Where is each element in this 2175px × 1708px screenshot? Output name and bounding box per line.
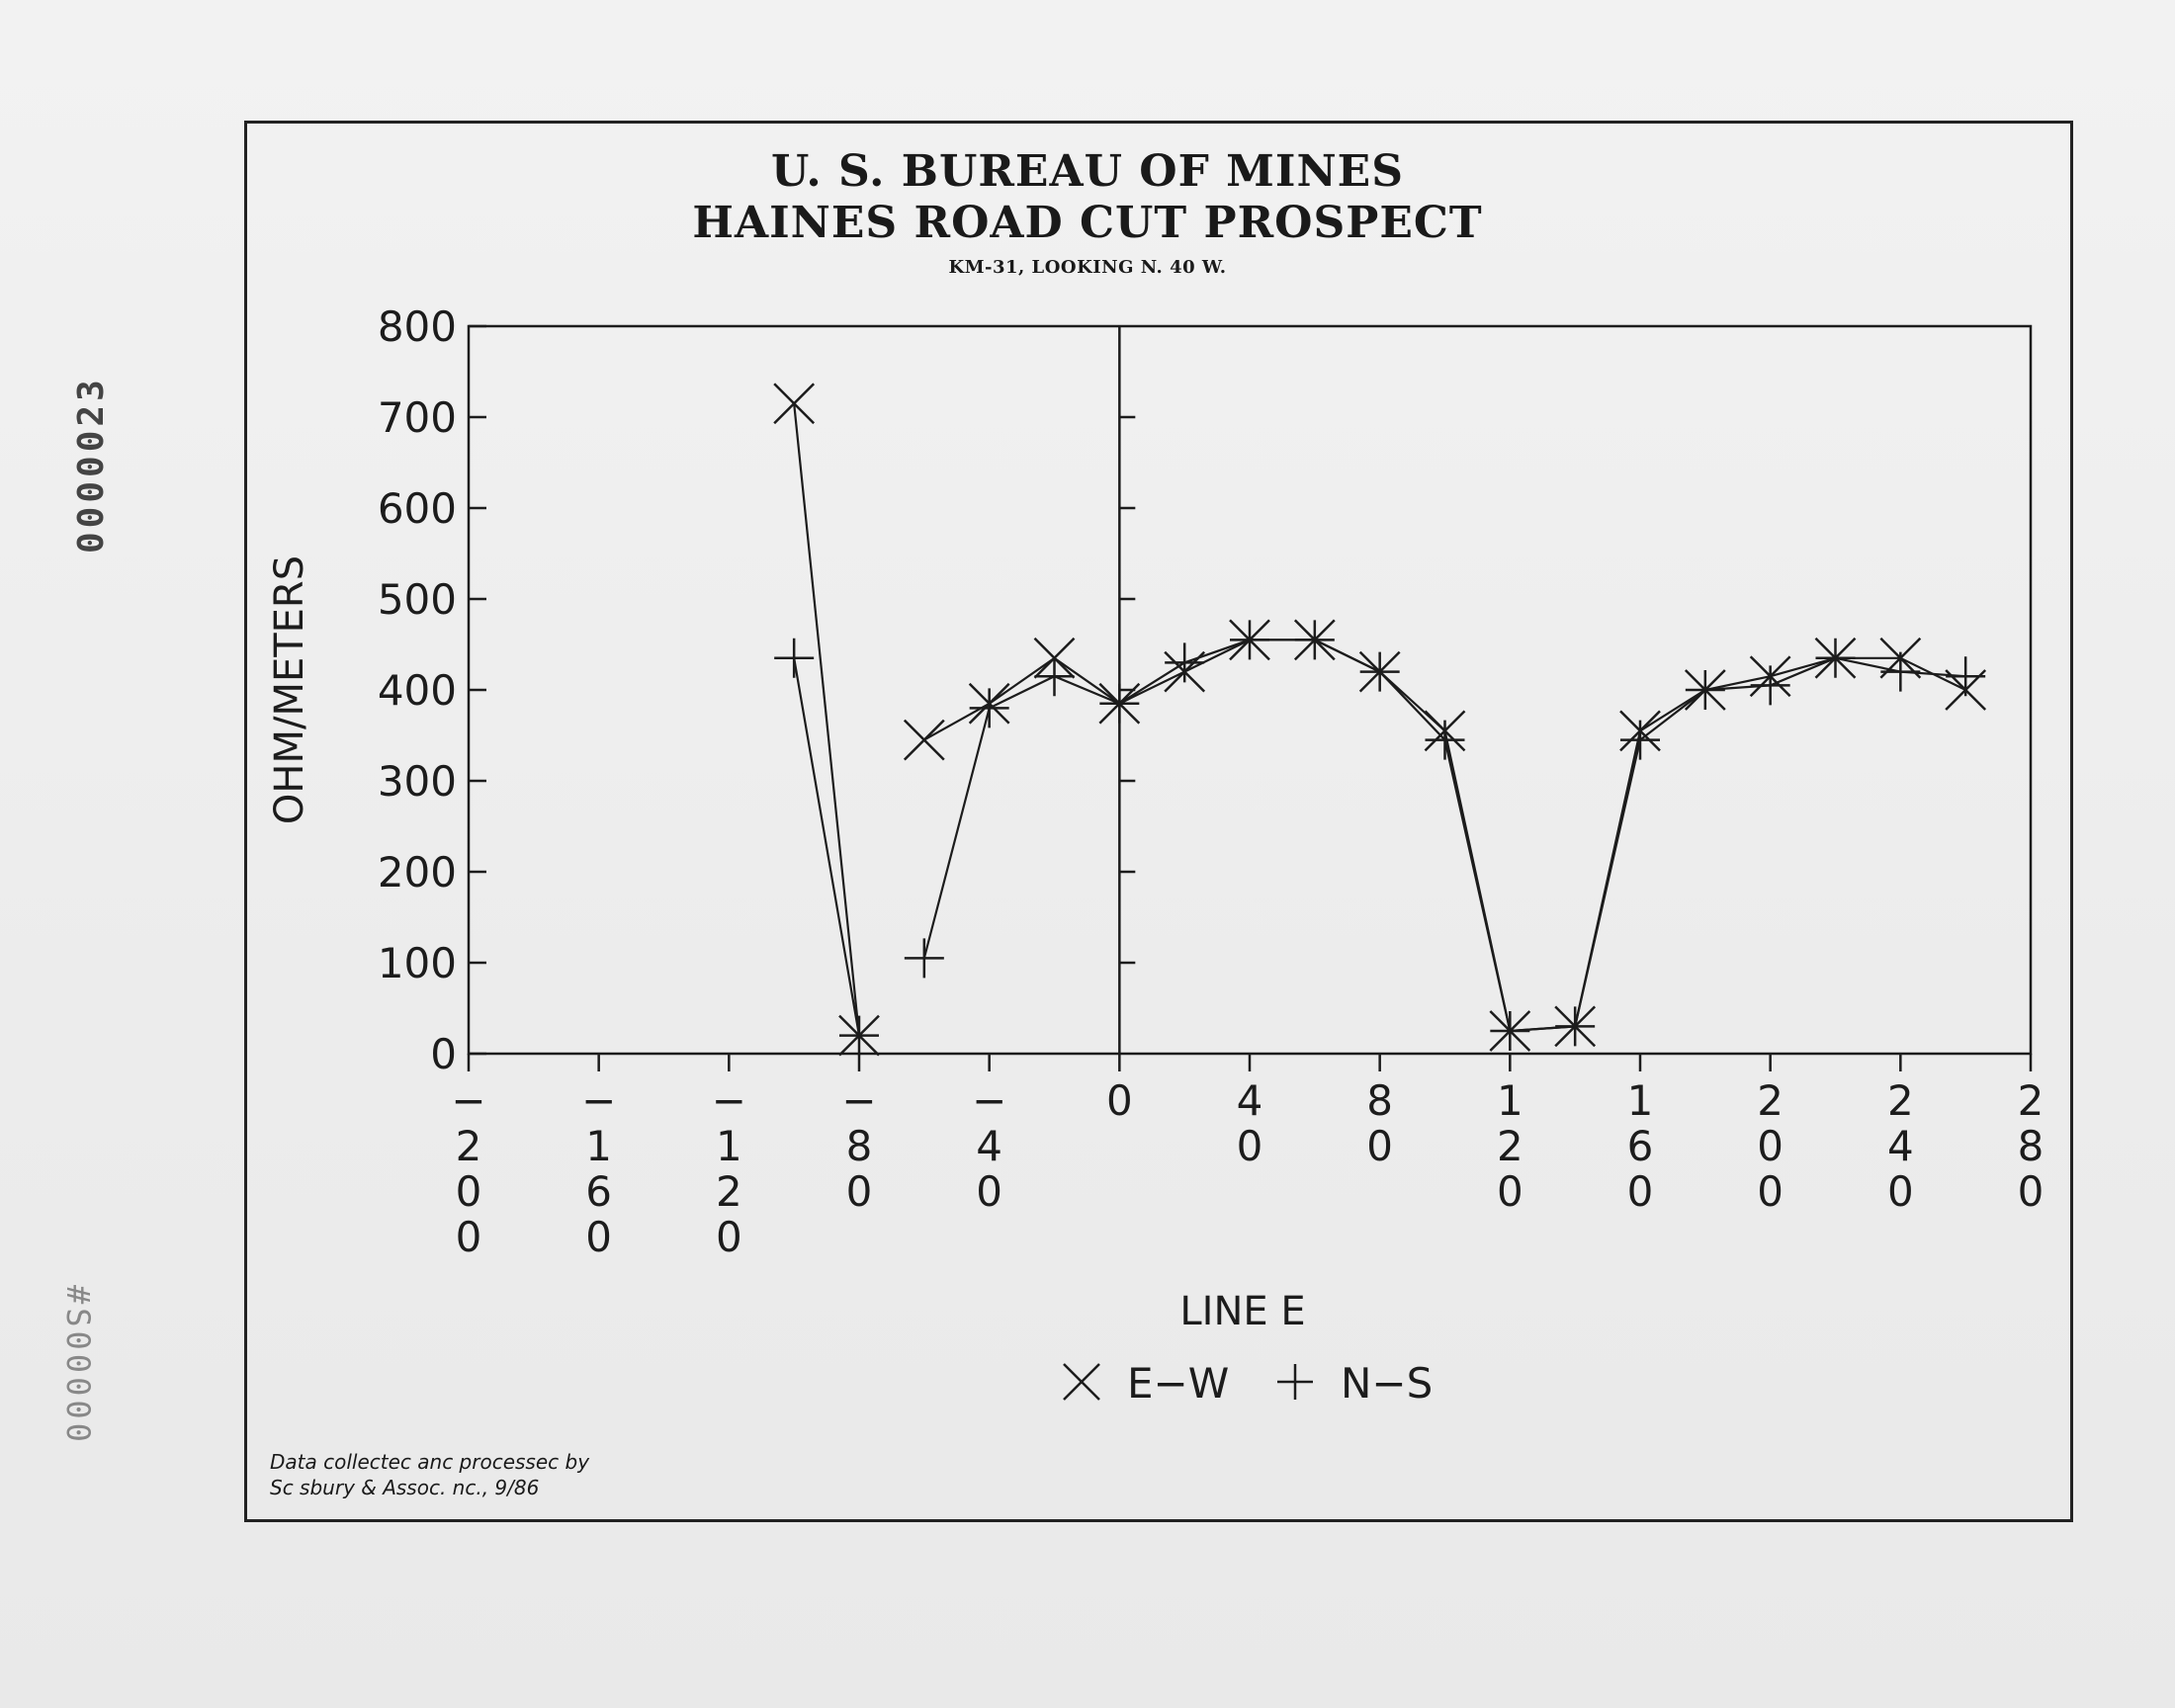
y-tick-label: 200 <box>378 848 457 897</box>
x-tick-label-char: 4 <box>1887 1122 1914 1170</box>
data-point-ns <box>1099 683 1140 724</box>
data-point-ns <box>1230 620 1269 660</box>
x-tick-label-char: 0 <box>2018 1167 2044 1216</box>
x-tick-label-char: 1 <box>1627 1076 1654 1125</box>
chart-subtitle: HAINES ROAD CUT PROSPECT <box>692 198 1483 248</box>
chart-caption: KM-31, LOOKING N. 40 W. <box>948 257 1227 278</box>
legend-marker-ew <box>1063 1363 1100 1401</box>
chart-title: U. S. BUREAU OF MINES <box>770 146 1404 197</box>
y-tick-label: 700 <box>378 393 457 442</box>
x-tick-label-char: 2 <box>2018 1076 2044 1125</box>
x-tick-label-char: 0 <box>1366 1122 1393 1170</box>
data-point-ns <box>839 1015 879 1056</box>
credit-line-2: Sc sbury & Assoc. nc., 9/86 <box>270 1476 540 1499</box>
x-tick-label-char: 4 <box>1237 1076 1263 1125</box>
legend-label-ns: N−S <box>1341 1359 1433 1408</box>
x-tick-label-char: 1 <box>1497 1076 1523 1125</box>
data-point-ns <box>1034 656 1075 697</box>
x-tick-label-char: 0 <box>1106 1076 1133 1125</box>
credit-line-1: Data collectec anc processec by <box>270 1450 590 1474</box>
x-tick-label-char: 0 <box>1887 1167 1914 1216</box>
x-tick-label-char: 0 <box>1497 1167 1523 1216</box>
x-tick-label-char: 2 <box>1887 1076 1914 1125</box>
x-tick-label-char: 0 <box>1757 1167 1784 1216</box>
y-tick-label: 0 <box>430 1030 457 1078</box>
y-tick-label: 100 <box>378 939 457 987</box>
y-axis-label: OHM/METERS <box>267 555 312 824</box>
x-tick-label-char: 0 <box>456 1167 482 1216</box>
series-line-ns <box>793 657 861 1036</box>
data-point-ns <box>1294 620 1335 660</box>
data-point-ns <box>969 688 1009 728</box>
x-tick-label-char: 1 <box>585 1122 612 1170</box>
x-tick-label-char: 0 <box>716 1213 742 1261</box>
data-point-ns <box>1359 651 1400 692</box>
plot-area-border <box>467 324 2033 1056</box>
x-tick-label-char: 0 <box>1627 1167 1654 1216</box>
data-point-ns <box>1165 642 1205 683</box>
x-tick-label-char: 2 <box>1757 1076 1784 1125</box>
data-point-ns <box>1880 651 1921 692</box>
side-stamp-number: 0000023 <box>71 376 112 554</box>
legend-label-ew: E−W <box>1127 1359 1229 1408</box>
data-point-ns <box>1750 665 1790 706</box>
x-tick-label-char: 0 <box>1237 1122 1263 1170</box>
x-tick-label-char: 4 <box>976 1122 1002 1170</box>
x-tick-label-char: − <box>841 1076 876 1125</box>
data-point-ns <box>904 938 944 979</box>
data-point-ns <box>1946 656 1986 697</box>
data-point-ns <box>1490 1011 1530 1051</box>
x-tick-label-char: 0 <box>585 1213 612 1261</box>
x-tick-label-char: 0 <box>1757 1122 1784 1170</box>
x-tick-label-char: − <box>712 1076 746 1125</box>
data-point-ns <box>1815 638 1856 678</box>
x-tick-label-char: 8 <box>1366 1076 1393 1125</box>
x-tick-label-char: 2 <box>456 1122 482 1170</box>
y-tick-label: 300 <box>378 757 457 806</box>
x-tick-label-char: 8 <box>846 1122 873 1170</box>
series-line-ew <box>923 639 1966 1033</box>
x-tick-label-char: 2 <box>1497 1122 1523 1170</box>
data-point-ns <box>774 638 815 678</box>
x-tick-label-char: 0 <box>456 1213 482 1261</box>
data-point-ns <box>1685 670 1725 710</box>
x-tick-label-char: 1 <box>716 1122 742 1170</box>
x-tick-label-char: 2 <box>716 1167 742 1216</box>
data-point-ns <box>1555 1006 1596 1047</box>
y-tick-label: 400 <box>378 666 457 715</box>
x-tick-label-char: − <box>972 1076 1006 1125</box>
x-tick-label-char: − <box>581 1076 616 1125</box>
legend-marker-ns <box>1277 1364 1313 1400</box>
x-tick-label-char: 8 <box>2018 1122 2044 1170</box>
data-point-ew <box>773 383 816 425</box>
figure-frame <box>244 121 2073 1522</box>
x-tick-label-char: 0 <box>846 1167 873 1216</box>
x-axis-label: LINE E <box>1179 1289 1305 1334</box>
series-line-ew <box>793 403 861 1036</box>
y-tick-label: 800 <box>378 302 457 351</box>
x-tick-label-char: 6 <box>585 1167 612 1216</box>
x-tick-label-char: − <box>451 1076 485 1125</box>
series-line-ns <box>922 639 1966 1033</box>
y-tick-label: 500 <box>378 575 457 624</box>
data-point-ns <box>1620 720 1660 760</box>
x-tick-label-char: 0 <box>976 1167 1002 1216</box>
bottom-stamp-number: #S00000 <box>59 1285 97 1446</box>
y-tick-label: 600 <box>378 484 457 533</box>
data-point-ew <box>903 719 945 761</box>
data-point-ns <box>1425 720 1465 760</box>
x-tick-label-char: 6 <box>1627 1122 1654 1170</box>
